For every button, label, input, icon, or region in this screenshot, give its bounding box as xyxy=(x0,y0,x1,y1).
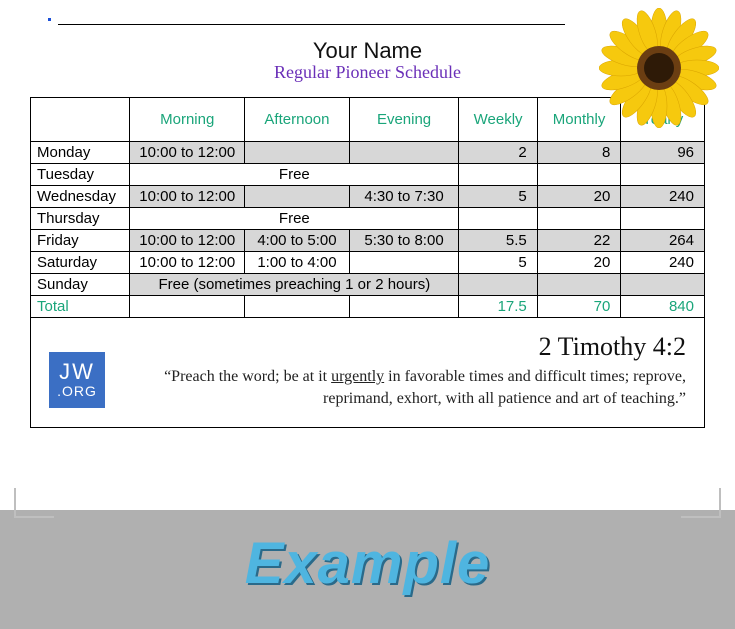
evening-cell xyxy=(349,252,459,274)
day-cell: Friday xyxy=(31,230,130,252)
col-afternoon: Afternoon xyxy=(245,98,349,142)
yearly-cell xyxy=(621,208,705,230)
table-row: Friday10:00 to 12:004:00 to 5:005:30 to … xyxy=(31,230,705,252)
schedule-page: Your Name Regular Pioneer Schedule Morni… xyxy=(0,0,735,510)
day-cell: Wednesday xyxy=(31,186,130,208)
free-cell: Free xyxy=(130,164,459,186)
yearly-cell: 240 xyxy=(621,186,705,208)
afternoon-cell xyxy=(245,186,349,208)
weekly-cell: 5.5 xyxy=(459,230,537,252)
table-row: SundayFree (sometimes preaching 1 or 2 h… xyxy=(31,274,705,296)
morning-cell: 10:00 to 12:00 xyxy=(130,186,245,208)
total-blank xyxy=(130,296,245,318)
monthly-cell: 20 xyxy=(537,186,621,208)
logo-line1: JW xyxy=(59,360,95,384)
day-cell: Saturday xyxy=(31,252,130,274)
morning-cell: 10:00 to 12:00 xyxy=(130,252,245,274)
total-monthly: 70 xyxy=(537,296,621,318)
monthly-cell: 8 xyxy=(537,142,621,164)
afternoon-cell: 4:00 to 5:00 xyxy=(245,230,349,252)
total-weekly: 17.5 xyxy=(459,296,537,318)
weekly-cell xyxy=(459,164,537,186)
day-cell: Tuesday xyxy=(31,164,130,186)
sunflower-image xyxy=(599,8,719,128)
morning-cell: 10:00 to 12:00 xyxy=(130,230,245,252)
weekly-cell xyxy=(459,274,537,296)
morning-cell: 10:00 to 12:00 xyxy=(130,142,245,164)
table-row: Wednesday10:00 to 12:00 4:30 to 7:3052024… xyxy=(31,186,705,208)
total-blank xyxy=(245,296,349,318)
verse-part1: Preach the word; be at it xyxy=(171,368,331,385)
verse-urgent: urgently xyxy=(331,368,384,385)
evening-cell: 5:30 to 8:00 xyxy=(349,230,459,252)
monthly-cell: 20 xyxy=(537,252,621,274)
yearly-cell xyxy=(621,164,705,186)
evening-cell xyxy=(349,142,459,164)
monthly-cell xyxy=(537,208,621,230)
day-cell: Sunday xyxy=(31,274,130,296)
free-cell: Free xyxy=(130,208,459,230)
verse-reference: 2 Timothy 4:2 xyxy=(49,332,686,362)
day-cell: Thursday xyxy=(31,208,130,230)
yearly-cell: 240 xyxy=(621,252,705,274)
evening-cell: 4:30 to 7:30 xyxy=(349,186,459,208)
total-row: Total 17.570840 xyxy=(31,296,705,318)
logo-line2: .ORG xyxy=(57,384,97,399)
header-rule xyxy=(58,24,565,25)
crop-corner-right xyxy=(681,488,721,518)
weekly-cell: 2 xyxy=(459,142,537,164)
monthly-cell xyxy=(537,274,621,296)
schedule-table: Morning Afternoon Evening Weekly Monthly… xyxy=(30,97,705,318)
yearly-cell: 264 xyxy=(621,230,705,252)
crop-corner-left xyxy=(14,488,54,518)
yearly-cell: 96 xyxy=(621,142,705,164)
col-morning: Morning xyxy=(130,98,245,142)
monthly-cell: 22 xyxy=(537,230,621,252)
verse-text: “Preach the word; be at it urgently in f… xyxy=(49,366,686,409)
col-weekly: Weekly xyxy=(459,98,537,142)
yearly-cell xyxy=(621,274,705,296)
day-cell: Monday xyxy=(31,142,130,164)
weekly-cell: 5 xyxy=(459,186,537,208)
table-row: Saturday10:00 to 12:001:00 to 4:00 520240 xyxy=(31,252,705,274)
table-row: TuesdayFree xyxy=(31,164,705,186)
col-evening: Evening xyxy=(349,98,459,142)
total-yearly: 840 xyxy=(621,296,705,318)
table-row: ThursdayFree xyxy=(31,208,705,230)
afternoon-cell: 1:00 to 4:00 xyxy=(245,252,349,274)
weekly-cell xyxy=(459,208,537,230)
scripture-box: JW .ORG 2 Timothy 4:2 “Preach the word; … xyxy=(30,318,705,428)
example-watermark: Example xyxy=(0,530,735,597)
jw-logo: JW .ORG xyxy=(49,352,105,408)
weekly-cell: 5 xyxy=(459,252,537,274)
total-blank xyxy=(349,296,459,318)
table-row: Monday10:00 to 12:00 2896 xyxy=(31,142,705,164)
monthly-cell xyxy=(537,164,621,186)
col-blank xyxy=(31,98,130,142)
total-label: Total xyxy=(31,296,130,318)
afternoon-cell xyxy=(245,142,349,164)
bullet-dot xyxy=(48,18,51,21)
free-cell: Free (sometimes preaching 1 or 2 hours) xyxy=(130,274,459,296)
